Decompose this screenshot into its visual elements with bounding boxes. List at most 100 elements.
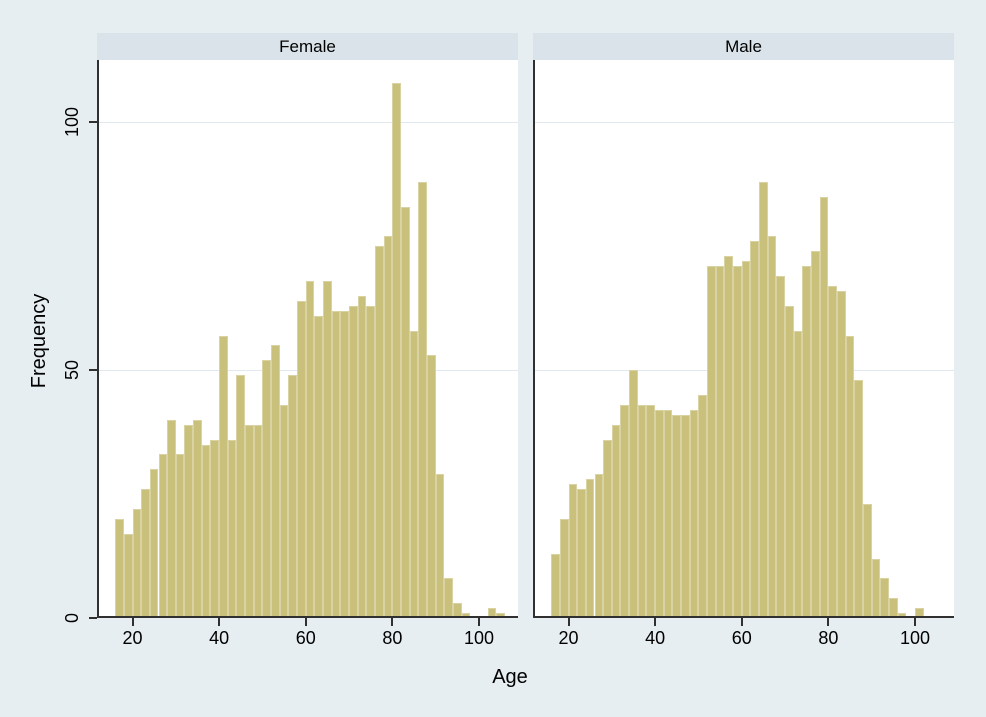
histogram-bar — [288, 375, 298, 618]
histogram-bar — [444, 578, 454, 618]
histogram-bar — [331, 310, 341, 618]
histogram-bar — [594, 474, 604, 618]
histogram-bar — [149, 469, 159, 618]
histogram-bar — [785, 305, 794, 618]
histogram-bar — [897, 613, 907, 618]
histogram-bar — [175, 454, 185, 618]
histogram-bar — [915, 608, 924, 618]
histogram-bar — [681, 414, 690, 618]
histogram-bar — [340, 310, 350, 618]
y-axis-line — [97, 60, 99, 618]
histogram-bar — [227, 439, 237, 618]
facet-header-female: Female — [97, 33, 518, 60]
y-tick-mark — [89, 617, 97, 619]
histogram-bar — [132, 508, 142, 618]
histogram-bar — [880, 578, 890, 618]
histogram-bar — [715, 266, 725, 618]
x-tick-label: 60 — [295, 628, 316, 648]
x-axis-line — [97, 616, 518, 618]
histogram-bar — [733, 266, 742, 618]
x-tick-mark — [304, 618, 307, 626]
histogram-bar — [219, 335, 228, 618]
histogram-bar — [435, 474, 445, 618]
histogram-bar — [279, 404, 289, 618]
histogram-bar — [357, 295, 367, 618]
x-tick-mark — [391, 618, 394, 626]
histogram-bar — [871, 558, 881, 618]
histogram-bar — [802, 266, 812, 618]
x-tick-label: 20 — [558, 628, 579, 648]
histogram-bar — [889, 598, 898, 618]
x-axis-title: Age — [492, 666, 528, 688]
y-tick-mark — [89, 121, 97, 124]
histogram-bar — [349, 305, 358, 618]
histogram-bar — [158, 454, 168, 618]
histogram-bar — [167, 419, 176, 618]
histogram-bar — [577, 489, 586, 618]
histogram-bar — [392, 82, 402, 618]
x-tick-mark — [131, 618, 134, 626]
histogram-bar — [487, 608, 497, 618]
histogram-bar — [314, 315, 324, 618]
histogram-bar — [375, 246, 384, 618]
y-tick-mark — [89, 369, 97, 372]
histogram-bar — [123, 533, 133, 618]
x-tick-mark — [914, 618, 917, 626]
x-tick-label: 80 — [818, 628, 839, 648]
histogram-bar — [383, 236, 393, 618]
x-tick-label: 100 — [463, 628, 495, 648]
histogram-bar — [767, 236, 777, 618]
x-tick-label: 20 — [122, 628, 143, 648]
histogram-bar — [793, 330, 803, 618]
histogram-bar — [418, 181, 428, 618]
facet-title-female: Female — [279, 36, 336, 56]
histogram-bar — [496, 613, 505, 618]
histogram-bar — [629, 370, 638, 618]
histogram-bar — [663, 409, 673, 618]
y-axis-title: Frequency — [28, 293, 50, 389]
histogram-bar — [611, 424, 621, 618]
histogram-bar — [854, 380, 864, 618]
histogram-bar — [401, 206, 410, 618]
facet-title-male: Male — [725, 36, 762, 56]
histogram-bar — [603, 439, 612, 618]
histogram-bar — [409, 330, 419, 618]
y-tick-label: 50 — [62, 360, 82, 381]
histogram-bar — [707, 266, 716, 618]
histogram-bar — [776, 276, 786, 618]
histogram-bar — [236, 375, 246, 618]
histogram-bar — [262, 360, 272, 618]
histogram-bar — [210, 439, 220, 618]
histogram-bar — [427, 355, 436, 618]
histogram-bar — [253, 424, 263, 618]
histogram-bar — [828, 285, 838, 618]
y-axis-line — [533, 60, 535, 618]
x-tick-label: 40 — [209, 628, 230, 648]
histogram-bar — [811, 251, 820, 618]
x-tick-label: 80 — [382, 628, 403, 648]
histogram-bar — [184, 424, 194, 618]
x-tick-mark — [478, 618, 481, 626]
histogram-bar — [655, 409, 664, 618]
histogram-bar — [551, 553, 560, 618]
x-tick-mark — [567, 618, 570, 626]
histogram-bar — [689, 409, 699, 618]
histogram-bar — [819, 196, 829, 618]
plot-area-male — [533, 60, 954, 618]
y-tick-label: 0 — [62, 613, 82, 624]
x-axis-line — [533, 616, 954, 618]
facet-header-male: Male — [533, 33, 954, 60]
y-tick-label: 100 — [62, 107, 82, 138]
x-tick-mark — [827, 618, 830, 626]
histogram-bar — [271, 345, 280, 618]
histogram-bar — [724, 256, 734, 618]
histogram-bar — [297, 300, 306, 618]
x-tick-mark — [654, 618, 657, 626]
plot-area-female — [97, 60, 518, 618]
x-tick-mark — [740, 618, 743, 626]
histogram-bar — [585, 479, 595, 618]
gridline-y100 — [533, 122, 954, 124]
histogram-bar — [201, 444, 211, 618]
gridline-y100 — [97, 122, 518, 124]
